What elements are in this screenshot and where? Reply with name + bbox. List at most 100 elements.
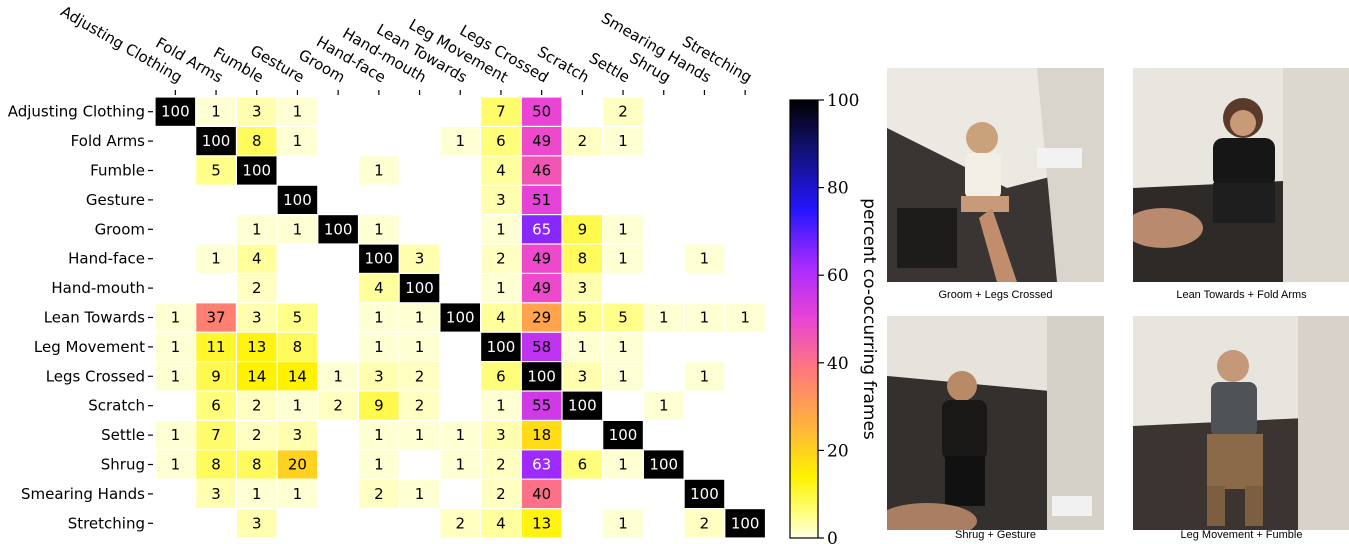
heatmap-cell-value: 1 bbox=[455, 426, 465, 444]
heatmap-cell-value: 49 bbox=[532, 132, 551, 150]
heatmap-cell bbox=[562, 303, 603, 332]
colorbar-gradient bbox=[789, 99, 819, 539]
photo-shrug-gesture bbox=[887, 316, 1104, 530]
heatmap-cell bbox=[684, 509, 725, 538]
heatmap-cell-value: 2 bbox=[618, 103, 628, 121]
heatmap-cell-value: 1 bbox=[700, 309, 710, 327]
heatmap-cell-value: 1 bbox=[252, 485, 262, 503]
heatmap-cell bbox=[521, 421, 562, 450]
heatmap-cell bbox=[562, 127, 603, 156]
heatmap-cell bbox=[196, 479, 236, 508]
heatmap-cell bbox=[196, 127, 236, 156]
heatmap-cell-value: 1 bbox=[455, 456, 465, 474]
heatmap-cell bbox=[237, 421, 277, 450]
heatmap-cell-value: 14 bbox=[247, 367, 266, 385]
heatmap-cell bbox=[684, 244, 725, 273]
heatmap-cell bbox=[359, 215, 399, 244]
heatmap-cell-value: 100 bbox=[731, 514, 760, 532]
heatmap-cell bbox=[359, 362, 399, 391]
heatmap-cell bbox=[521, 509, 562, 538]
heatmap-cell bbox=[277, 391, 318, 420]
photo-caption: Lean Towards + Fold Arms bbox=[1176, 289, 1307, 301]
row-labels: Adjusting Clothing Fold Arms Fumble Gesture… bbox=[8, 103, 153, 532]
heatmap-cell-value: 2 bbox=[455, 514, 465, 532]
heatmap-cell-value: 1 bbox=[374, 309, 384, 327]
heatmap-cell-value: 1 bbox=[211, 103, 221, 121]
heatmap-cell-value: 29 bbox=[532, 309, 551, 327]
heatmap-cell-value: 1 bbox=[374, 220, 384, 238]
heatmap-cell bbox=[603, 127, 643, 156]
row-label: Shrug bbox=[101, 456, 145, 474]
heatmap-cell bbox=[562, 244, 603, 273]
heatmap-cell bbox=[399, 274, 440, 303]
heatmap-cell-value: 1 bbox=[659, 397, 669, 415]
heatmap-cell-value: 100 bbox=[568, 397, 597, 415]
heatmap-cell bbox=[481, 97, 521, 126]
heatmap-cell-value: 100 bbox=[649, 456, 678, 474]
heatmap-cell-value: 6 bbox=[578, 456, 588, 474]
heatmap-cell-value: 49 bbox=[532, 279, 551, 297]
row-label: Leg Movement bbox=[34, 338, 145, 356]
heatmap-cell bbox=[644, 450, 684, 479]
colorbar-label: percent co-occurring frames bbox=[859, 198, 879, 440]
heatmap-cell-value: 18 bbox=[532, 426, 551, 444]
heatmap-cell-value: 1 bbox=[374, 426, 384, 444]
heatmap-cell bbox=[521, 391, 562, 420]
heatmap-cell bbox=[277, 127, 318, 156]
heatmap-cell bbox=[603, 303, 643, 332]
heatmap-cell-value: 40 bbox=[532, 485, 551, 503]
colorbar-tick-label: 40 bbox=[827, 354, 849, 374]
heatmap-cell-value: 3 bbox=[578, 367, 588, 385]
heatmap-cell-value: 20 bbox=[288, 456, 307, 474]
heatmap-cell bbox=[603, 97, 643, 126]
heatmap-cell-value: 100 bbox=[487, 338, 516, 356]
row-label: Gesture bbox=[86, 191, 145, 209]
heatmap-cell-value: 1 bbox=[171, 309, 181, 327]
heatmap-cell bbox=[562, 274, 603, 303]
heatmap-cell-value: 100 bbox=[446, 309, 475, 327]
heatmap-cell-value: 1 bbox=[700, 367, 710, 385]
heatmap-cell bbox=[237, 97, 277, 126]
heatmap-cell-value: 1 bbox=[496, 397, 506, 415]
heatmap-cell-value: 1 bbox=[415, 485, 425, 503]
heatmap-cell bbox=[196, 332, 236, 361]
heatmap-cell bbox=[359, 450, 399, 479]
heatmap-cell bbox=[521, 450, 562, 479]
heatmap-cell-value: 1 bbox=[455, 132, 465, 150]
heatmap-cell-value: 1 bbox=[618, 456, 628, 474]
heatmap-cell bbox=[196, 450, 236, 479]
photo-image bbox=[887, 316, 1104, 530]
heatmap-cell bbox=[359, 303, 399, 332]
heatmap-cell bbox=[521, 362, 562, 391]
colorbar-ticks: 0 20 40 60 80 100 bbox=[818, 91, 859, 544]
heatmap-cell bbox=[359, 479, 399, 508]
heatmap-cell-value: 65 bbox=[532, 220, 551, 238]
heatmap-cell bbox=[481, 391, 521, 420]
photo-caption: Groom + Legs Crossed bbox=[938, 289, 1053, 301]
heatmap-cell-value: 37 bbox=[207, 309, 226, 327]
heatmap-cell-value: 7 bbox=[496, 103, 506, 121]
heatmap-cell-value: 46 bbox=[532, 162, 551, 180]
heatmap-cell-value: 14 bbox=[288, 367, 307, 385]
heatmap-cell-value: 5 bbox=[293, 309, 303, 327]
heatmap-cell bbox=[155, 303, 196, 332]
heatmap-cell bbox=[562, 215, 603, 244]
heatmap-cell bbox=[237, 156, 277, 185]
heatmap-cell bbox=[521, 156, 562, 185]
heatmap-cell-value: 100 bbox=[365, 250, 394, 268]
heatmap-cell bbox=[318, 215, 358, 244]
heatmap-cell-value: 1 bbox=[415, 309, 425, 327]
heatmap-cell-value: 1 bbox=[740, 309, 750, 327]
row-label: Scratch bbox=[88, 397, 145, 415]
heatmap-cell bbox=[481, 274, 521, 303]
heatmap-cell-value: 1 bbox=[618, 132, 628, 150]
heatmap-cell bbox=[277, 185, 318, 214]
heatmap-cell bbox=[440, 509, 480, 538]
heatmap-cell bbox=[521, 244, 562, 273]
heatmap-cell bbox=[155, 332, 196, 361]
heatmap-cell-value: 3 bbox=[415, 250, 425, 268]
heatmap-cell-value: 50 bbox=[532, 103, 551, 121]
heatmap-cell bbox=[277, 215, 318, 244]
heatmap-cell bbox=[521, 185, 562, 214]
